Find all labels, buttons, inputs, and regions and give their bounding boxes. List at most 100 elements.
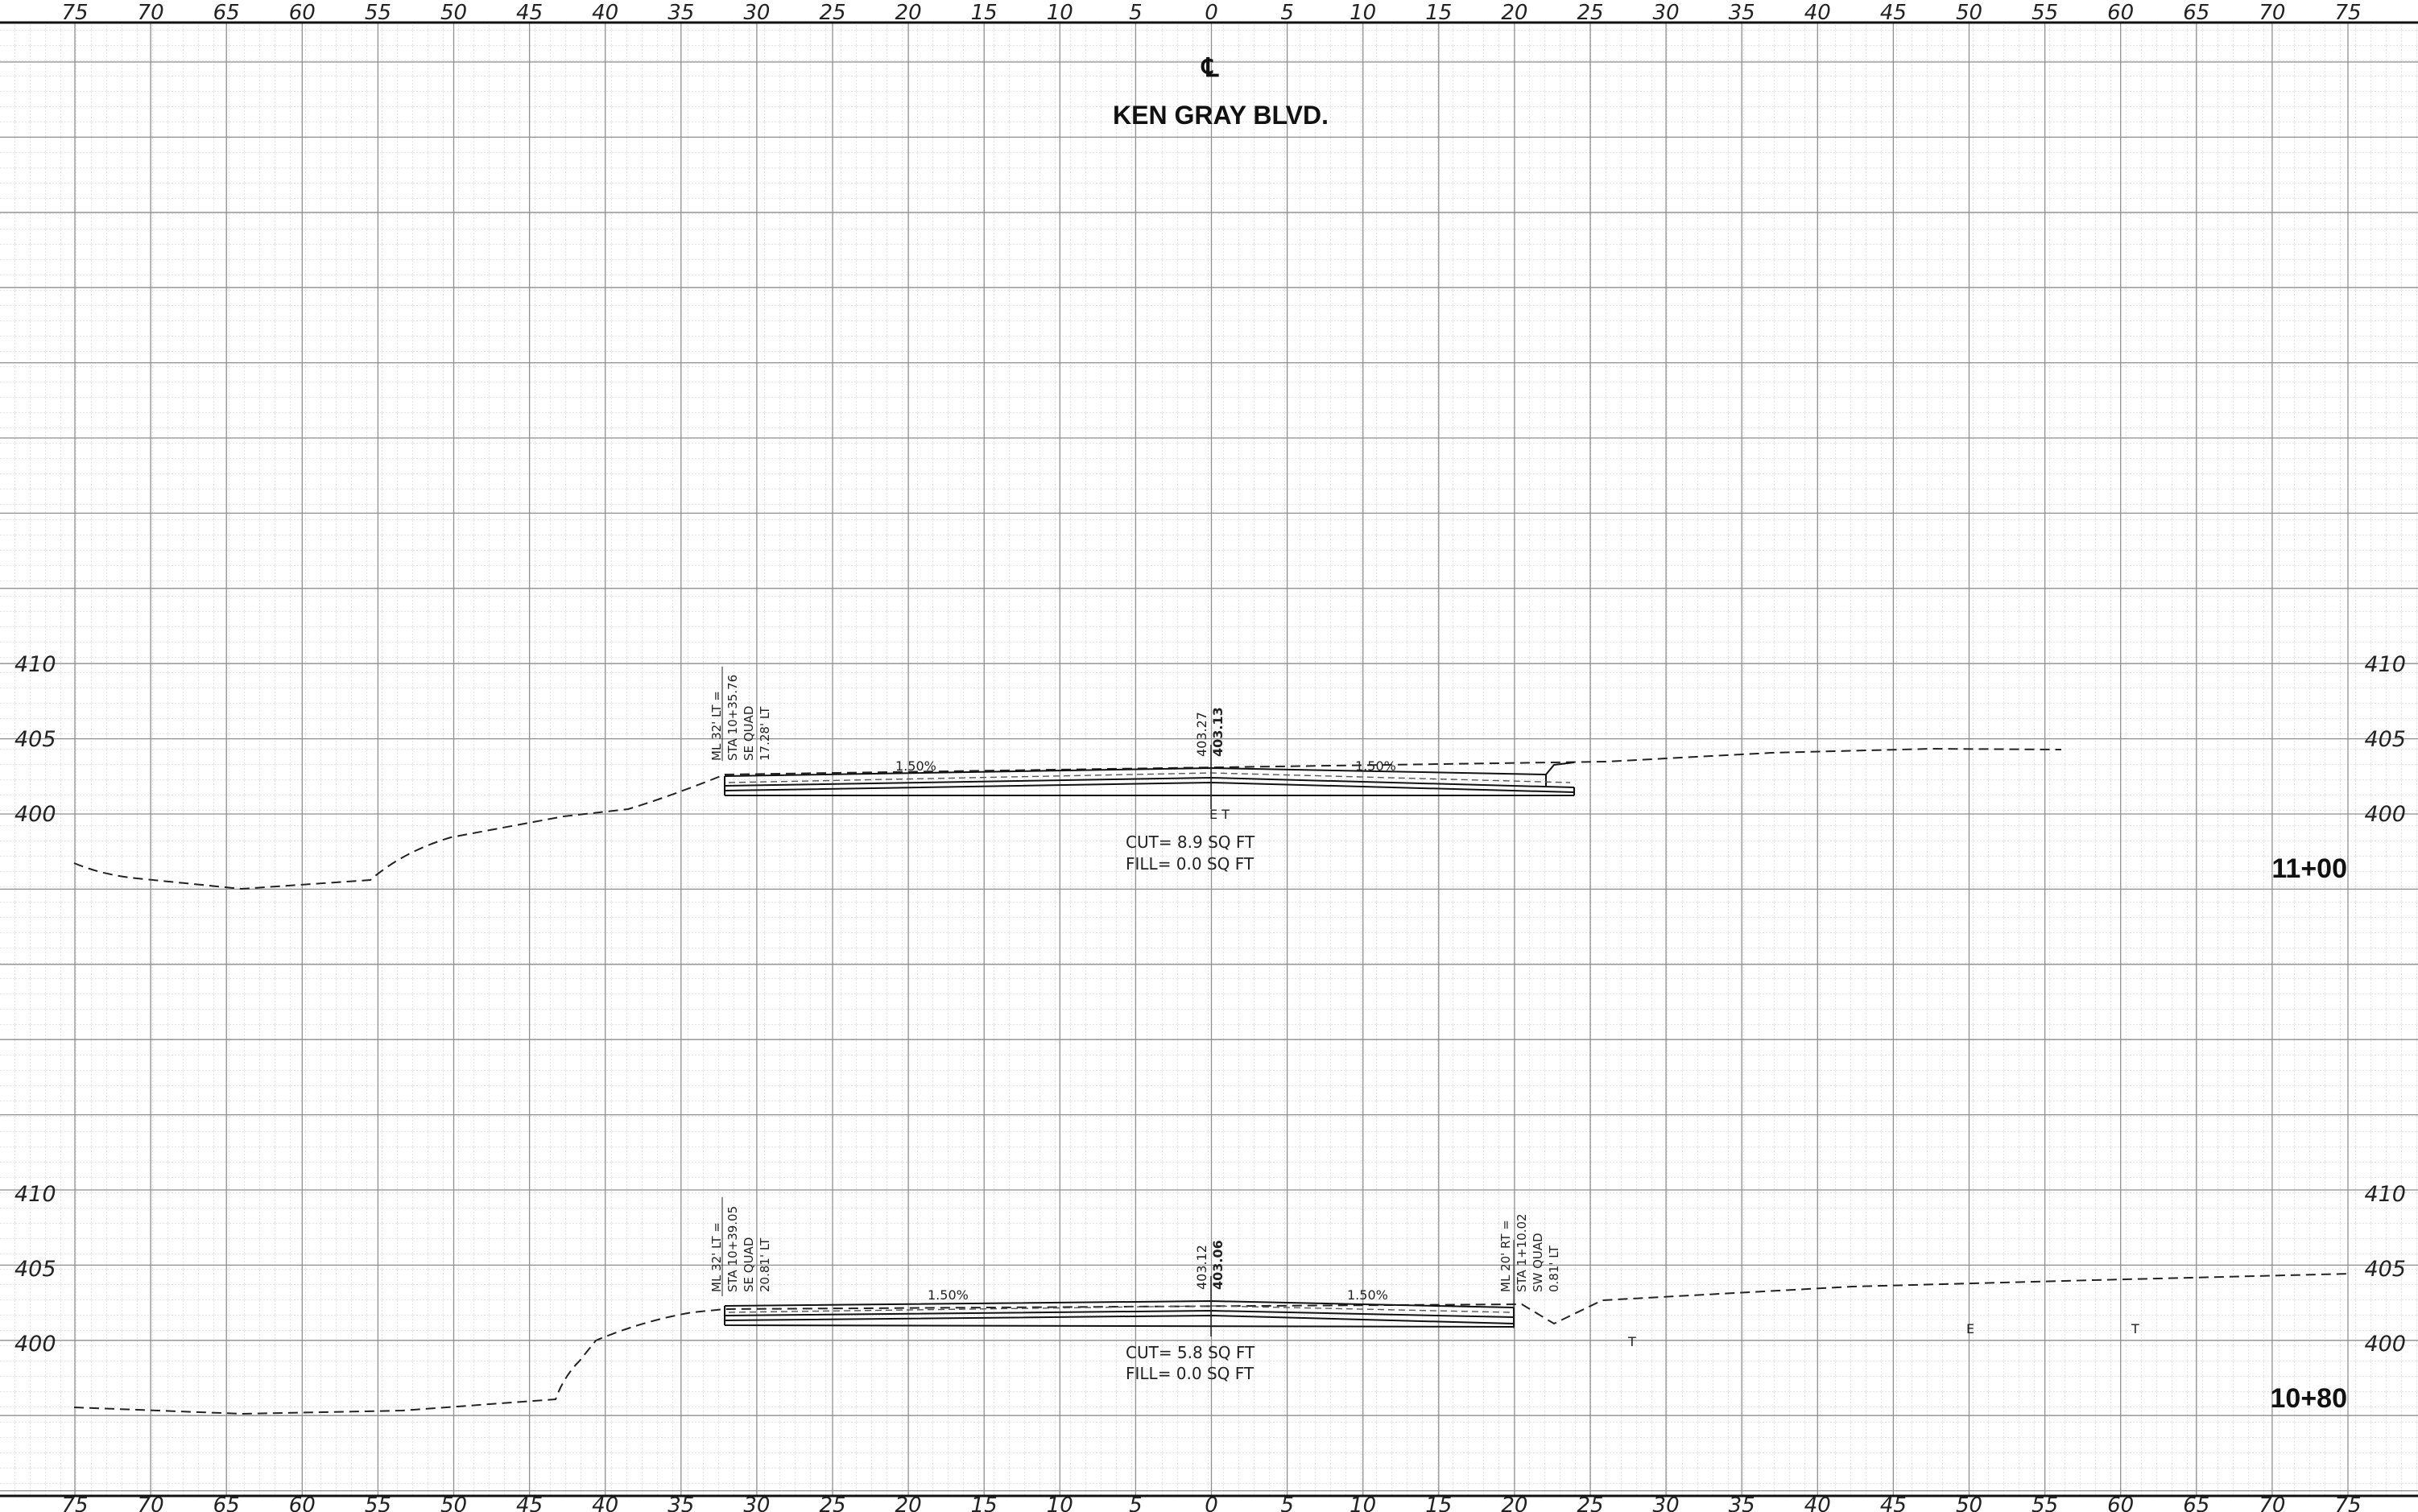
top-offset-label: 50 bbox=[440, 1, 467, 25]
bottom-offset-label: 30 bbox=[1653, 1493, 1680, 1512]
sheet-border bbox=[0, 21, 2418, 1498]
road-title: KEN GRAY BLVD. bbox=[1113, 101, 1329, 130]
top-offset-label: 5 bbox=[1129, 1, 1143, 25]
svg-text:ML 32' LT =: ML 32' LT = bbox=[709, 1222, 724, 1292]
left-elevation-label: 410 bbox=[14, 1182, 56, 1207]
cut-area: CUT= 8.9 SQ FT bbox=[1126, 832, 1255, 852]
right-elevation-label: 410 bbox=[2364, 1182, 2406, 1207]
cl-elevation-proposed: 403.06 bbox=[1210, 1240, 1226, 1290]
top-offset-label: 10 bbox=[1350, 1, 1376, 25]
utility-marker: E bbox=[1966, 1321, 1974, 1336]
svg-text:ML 20' RT =: ML 20' RT = bbox=[1498, 1220, 1513, 1292]
bottom-offset-label: 65 bbox=[213, 1493, 240, 1512]
left-elevation-label: 400 bbox=[14, 1332, 56, 1357]
bottom-offset-label: 75 bbox=[2334, 1493, 2361, 1512]
bottom-offset-label: 5 bbox=[1280, 1493, 1294, 1512]
bottom-offset-label: 40 bbox=[592, 1493, 618, 1512]
bottom-offset-label: 25 bbox=[1577, 1493, 1603, 1512]
bottom-offset-label: 30 bbox=[743, 1493, 770, 1512]
top-offset-label: 60 bbox=[2107, 1, 2134, 25]
bottom-offset-label: 45 bbox=[1880, 1493, 1907, 1512]
utility-marker: T bbox=[2131, 1321, 2139, 1336]
top-offset-label: 75 bbox=[2334, 1, 2361, 25]
svg-text:STA 1+10.02: STA 1+10.02 bbox=[1515, 1213, 1529, 1292]
top-offset-label: 0 bbox=[1205, 1, 1218, 25]
cross-section-10-80: ML 32' LT = STA 10+39.05 SE QUAD 20.81' … bbox=[73, 1197, 2352, 1415]
top-offset-label: 45 bbox=[1880, 1, 1907, 25]
top-offset-label: 30 bbox=[1653, 1, 1680, 25]
bottom-offset-label: 40 bbox=[1804, 1493, 1831, 1512]
drawing-grid bbox=[0, 23, 2418, 1496]
cross-section-11-00: ML 32' LT = STA 10+35.76 SE QUAD 17.28' … bbox=[73, 667, 2347, 890]
station-label: 11+00 bbox=[2271, 853, 2347, 884]
bottom-offset-label: 0 bbox=[1205, 1493, 1218, 1512]
top-offset-label: 45 bbox=[516, 1, 543, 25]
top-offset-label: 55 bbox=[365, 1, 391, 25]
utility-marker: T bbox=[1627, 1334, 1636, 1349]
top-offset-label: 15 bbox=[1425, 1, 1452, 25]
top-offset-label: 40 bbox=[1804, 1, 1831, 25]
svg-text:17.28' LT: 17.28' LT bbox=[758, 706, 772, 761]
right-elevation-label: 400 bbox=[2364, 1332, 2406, 1357]
left-elevation-label: 400 bbox=[14, 802, 56, 827]
top-offset-label: 25 bbox=[819, 1, 845, 25]
left-elevation-label: 410 bbox=[14, 652, 56, 677]
cl-elevation-proposed: 403.13 bbox=[1210, 707, 1226, 757]
svg-text:ML 32' LT =: ML 32' LT = bbox=[709, 691, 724, 761]
svg-text:SE QUAD: SE QUAD bbox=[742, 706, 756, 761]
svg-text:STA 10+39.05: STA 10+39.05 bbox=[725, 1206, 740, 1292]
bottom-offset-label: 20 bbox=[895, 1493, 922, 1512]
svg-text:SW QUAD: SW QUAD bbox=[1531, 1233, 1545, 1292]
top-offset-label: 75 bbox=[61, 1, 88, 25]
bottom-offset-label: 35 bbox=[668, 1493, 694, 1512]
bottom-offset-scale: 75 70 65 60 55 50 45 40 35 30 25 20 15 10 5 0 5 10 15 20 25 3… bbox=[61, 1493, 2361, 1512]
top-offset-label: 65 bbox=[2183, 1, 2209, 25]
top-offset-label: 35 bbox=[1729, 1, 1755, 25]
top-offset-label: 70 bbox=[2259, 1, 2285, 25]
svg-text:0.81' LT: 0.81' LT bbox=[1547, 1245, 1561, 1292]
bottom-offset-label: 75 bbox=[61, 1493, 88, 1512]
right-elevation-label: 405 bbox=[2364, 727, 2406, 752]
utility-label: E T bbox=[1209, 807, 1230, 822]
bottom-offset-label: 15 bbox=[971, 1493, 998, 1512]
cl-elevation-existing: 403.27 bbox=[1194, 712, 1209, 757]
bottom-offset-label: 70 bbox=[2259, 1493, 2285, 1512]
bottom-offset-label: 15 bbox=[1425, 1493, 1452, 1512]
bottom-offset-label: 60 bbox=[2107, 1493, 2134, 1512]
bottom-offset-label: 20 bbox=[1501, 1493, 1527, 1512]
top-offset-label: 25 bbox=[1577, 1, 1603, 25]
bottom-offset-label: 45 bbox=[516, 1493, 543, 1512]
svg-text:STA 10+35.76: STA 10+35.76 bbox=[725, 675, 740, 761]
existing-ground-line bbox=[73, 1273, 2352, 1415]
top-offset-label: 35 bbox=[668, 1, 694, 25]
right-station-note: ML 20' RT = STA 1+10.02 SW QUAD 0.81' LT bbox=[1498, 1213, 1561, 1292]
left-cross-slope: 1.50% bbox=[895, 758, 936, 774]
left-station-note: ML 32' LT = STA 10+35.76 SE QUAD 17.28' … bbox=[709, 675, 772, 761]
station-label: 10+80 bbox=[2271, 1383, 2348, 1414]
right-cross-slope: 1.50% bbox=[1347, 1287, 1388, 1303]
fill-area: FILL= 0.0 SQ FT bbox=[1126, 1364, 1254, 1383]
top-offset-label: 5 bbox=[1280, 1, 1294, 25]
top-offset-scale: 75 70 65 60 55 50 45 40 35 30 25 20 15 10 5 0 5 10 15 20 25 3… bbox=[61, 1, 2361, 25]
left-elevation-label: 405 bbox=[14, 1257, 56, 1282]
top-offset-label: 40 bbox=[592, 1, 618, 25]
bottom-offset-label: 10 bbox=[1047, 1493, 1073, 1512]
top-offset-label: 30 bbox=[743, 1, 770, 25]
bottom-offset-label: 10 bbox=[1350, 1493, 1376, 1512]
right-elevation-label: 410 bbox=[2364, 652, 2406, 677]
left-station-note: ML 32' LT = STA 10+39.05 SE QUAD 20.81' … bbox=[709, 1206, 772, 1292]
bottom-offset-label: 65 bbox=[2183, 1493, 2209, 1512]
centerline-symbol: ℄ bbox=[1201, 53, 1219, 82]
bottom-offset-label: 25 bbox=[819, 1493, 845, 1512]
top-offset-label: 20 bbox=[895, 1, 922, 25]
bottom-offset-label: 50 bbox=[1956, 1493, 1982, 1512]
top-offset-label: 60 bbox=[289, 1, 316, 25]
svg-text:20.81' LT: 20.81' LT bbox=[758, 1237, 772, 1292]
bottom-offset-label: 35 bbox=[1729, 1493, 1755, 1512]
bottom-offset-label: 55 bbox=[365, 1493, 391, 1512]
svg-text:SE QUAD: SE QUAD bbox=[742, 1237, 756, 1292]
bottom-offset-label: 50 bbox=[440, 1493, 467, 1512]
bottom-offset-label: 70 bbox=[138, 1493, 164, 1512]
bottom-offset-label: 60 bbox=[289, 1493, 316, 1512]
